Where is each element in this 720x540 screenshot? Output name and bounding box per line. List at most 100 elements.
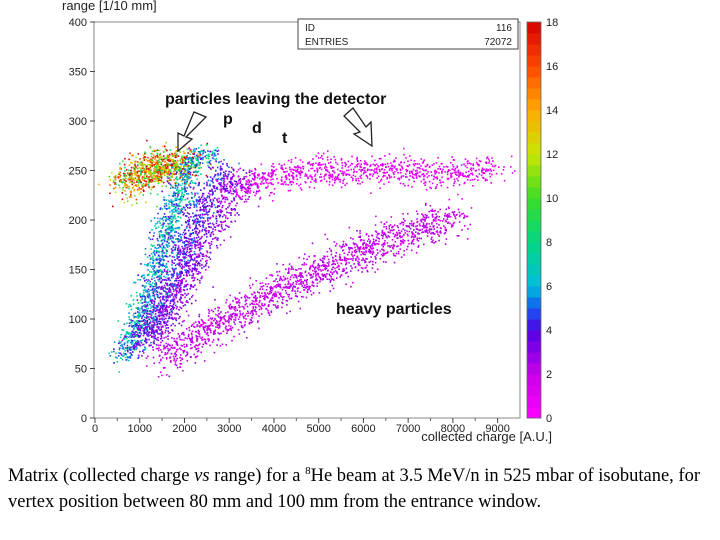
data-point: [122, 189, 124, 191]
data-point: [132, 303, 135, 305]
data-point: [157, 305, 159, 307]
data-point: [186, 243, 188, 246]
data-point: [150, 316, 152, 318]
data-point: [164, 276, 167, 279]
data-point: [195, 253, 197, 256]
data-point: [184, 233, 186, 236]
data-point: [151, 150, 154, 153]
data-point: [163, 344, 165, 347]
data-point: [177, 184, 180, 186]
data-point: [179, 338, 182, 341]
data-point: [154, 310, 157, 313]
data-point: [152, 346, 154, 348]
data-point: [211, 222, 214, 225]
data-point: [155, 318, 158, 321]
data-point: [229, 190, 232, 193]
data-point: [306, 175, 308, 177]
data-point: [211, 178, 214, 180]
data-point: [134, 325, 137, 327]
data-point: [191, 267, 194, 270]
data-point: [147, 301, 149, 304]
data-point: [205, 260, 207, 263]
data-point: [181, 168, 184, 170]
data-point: [316, 169, 319, 172]
data-point: [177, 182, 180, 185]
data-point: [157, 244, 159, 246]
data-point: [365, 161, 367, 164]
data-point: [170, 291, 172, 293]
data-point: [142, 331, 145, 333]
data-point: [345, 260, 348, 262]
data-point: [144, 303, 146, 306]
data-point: [211, 150, 213, 153]
data-point: [188, 224, 191, 227]
data-point: [167, 343, 169, 345]
data-point: [319, 176, 321, 178]
data-point: [229, 187, 232, 189]
data-point: [155, 272, 157, 275]
data-point: [211, 190, 213, 192]
data-point: [181, 189, 183, 191]
data-point: [145, 357, 148, 359]
data-point: [345, 163, 348, 166]
data-point: [158, 175, 160, 178]
data-point: [162, 259, 165, 261]
data-point: [261, 172, 264, 174]
data-point: [328, 180, 331, 183]
data-point: [201, 255, 204, 257]
data-point: [128, 348, 131, 351]
data-point: [198, 335, 201, 338]
data-point: [174, 199, 176, 202]
data-point: [184, 209, 187, 211]
data-point: [163, 305, 165, 307]
data-point: [168, 199, 170, 202]
data-point: [148, 316, 150, 318]
data-point: [261, 180, 263, 183]
data-point: [195, 224, 197, 226]
data-point: [267, 182, 270, 185]
data-point: [238, 333, 241, 335]
data-point: [365, 174, 368, 177]
data-point: [381, 164, 384, 167]
data-point: [211, 152, 214, 154]
data-point: [272, 170, 275, 172]
data-point: [177, 313, 179, 316]
data-point: [199, 208, 202, 211]
data-point: [193, 221, 196, 224]
data-point: [309, 266, 311, 269]
data-point: [128, 347, 130, 349]
data-point: [467, 175, 469, 177]
data-point: [164, 174, 166, 177]
data-point: [272, 280, 275, 283]
data-point: [181, 279, 183, 281]
data-point: [156, 217, 159, 220]
data-point: [228, 191, 231, 194]
data-point: [184, 244, 186, 247]
data-point: [487, 169, 490, 172]
data-point: [133, 346, 136, 348]
data-point: [178, 322, 180, 325]
data-point: [180, 180, 183, 182]
data-point: [314, 175, 316, 177]
data-point: [156, 205, 158, 208]
data-point: [320, 176, 323, 178]
data-point: [175, 254, 178, 256]
data-point: [122, 352, 125, 354]
data-point: [453, 178, 456, 181]
data-point: [124, 353, 127, 355]
data-point: [221, 185, 224, 188]
data-point: [206, 161, 209, 164]
data-point: [186, 248, 189, 250]
data-point: [211, 341, 214, 343]
data-point: [149, 320, 152, 322]
data-point: [207, 217, 210, 219]
data-point: [134, 171, 136, 174]
data-point: [191, 277, 193, 279]
data-point: [332, 175, 334, 177]
data-point: [388, 153, 391, 155]
data-point: [202, 158, 204, 161]
data-point: [141, 295, 144, 298]
data-point: [160, 310, 162, 313]
data-point: [139, 307, 141, 310]
data-point: [418, 175, 420, 177]
